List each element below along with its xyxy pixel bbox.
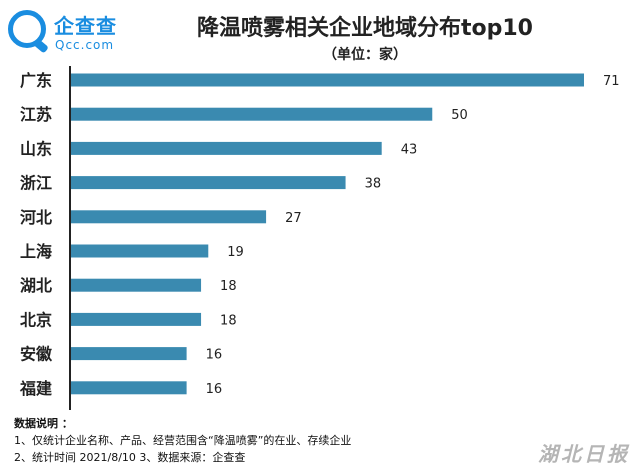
bar [71, 347, 187, 361]
category-label: 北京 [20, 310, 52, 329]
notes-line-1: 1、仅统计企业名称、产品、经营范围含“降温喷雾”的在业、存续企业 [14, 434, 352, 447]
chart-subtitle: （单位：家） [323, 47, 407, 63]
data-notes: 数据说明 ： 1、仅统计企业名称、产品、经营范围含“降温喷雾”的在业、存续企业 … [14, 415, 351, 466]
data-label: 16 [206, 348, 223, 363]
bar [71, 312, 202, 326]
data-label: 18 [220, 313, 237, 328]
category-label: 湖北 [20, 276, 52, 295]
bar [71, 244, 209, 258]
category-label: 安徽 [20, 345, 53, 364]
bar [71, 141, 382, 155]
bar [71, 73, 584, 87]
data-label: 38 [365, 177, 382, 192]
data-label: 50 [451, 108, 468, 123]
category-label: 江苏 [20, 105, 52, 124]
category-label: 上海 [20, 242, 52, 261]
logo-text: 企查查 [54, 14, 117, 38]
data-label: 43 [401, 142, 418, 157]
company-logo: 企查查 Qcc.com [8, 8, 138, 58]
category-label: 山东 [20, 139, 52, 158]
category-label: 河北 [20, 208, 52, 227]
data-label: 18 [220, 279, 237, 294]
data-label: 16 [206, 382, 223, 397]
notes-line-2: 2、统计时间 2021/8/10 3、数据来源：企查查 [14, 451, 246, 464]
category-label: 广东 [20, 71, 52, 90]
category-label: 浙江 [20, 174, 52, 193]
data-label: 19 [227, 245, 244, 260]
bar [71, 278, 202, 292]
watermark: 湖北日报 [538, 442, 630, 466]
data-label: 71 [603, 74, 620, 89]
chart-title: 降温喷雾相关企业地域分布top10 [197, 16, 533, 41]
notes-heading: 数据说明 ： [14, 417, 73, 430]
bar [71, 381, 187, 395]
category-label: 福建 [19, 379, 52, 398]
bar [71, 176, 346, 190]
logo-domain: Qcc.com [55, 38, 115, 52]
data-label: 27 [285, 211, 302, 226]
bar [71, 107, 433, 121]
bar [71, 210, 267, 224]
magnifier-icon [8, 10, 46, 48]
